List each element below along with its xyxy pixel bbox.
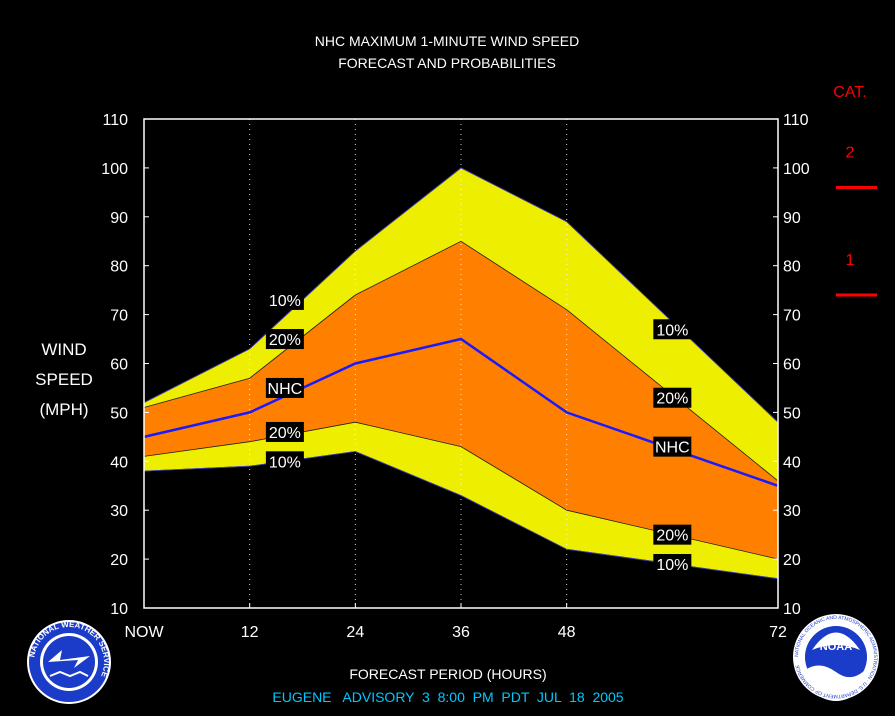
y-tick-label-right: 100 bbox=[783, 161, 810, 178]
advisory-text: EUGENE ADVISORY 3 8:00 PM PDT JUL 18 200… bbox=[272, 689, 623, 705]
y-axis-label-line1: WIND bbox=[41, 340, 86, 359]
series-label-bg bbox=[653, 319, 692, 340]
y-tick-label-left: 110 bbox=[102, 112, 128, 129]
y-tick-label-right: 60 bbox=[783, 357, 801, 374]
y-tick-label-left: 100 bbox=[101, 161, 128, 178]
y-tick-label-left: 60 bbox=[110, 357, 128, 374]
y-tick-label-left: 90 bbox=[110, 210, 128, 227]
y-axis-label-line3: (MPH) bbox=[39, 400, 88, 419]
y-tick-label-right: 30 bbox=[783, 503, 801, 520]
y-tick-label-right: 90 bbox=[783, 210, 801, 227]
x-axis-label: FORECAST PERIOD (HOURS) bbox=[349, 666, 546, 682]
series-label-bg bbox=[265, 421, 304, 442]
series-label-bg bbox=[653, 553, 692, 574]
series-label-bg bbox=[653, 436, 692, 457]
plot-area: 10 10 20 20 30 30 40 40 50 50 60 60 70 70 80 80 90 90 100 1… bbox=[101, 112, 810, 641]
x-tick-label: 72 bbox=[769, 624, 787, 641]
y-tick-label-right: 40 bbox=[783, 454, 801, 471]
chart-title-line2: FORECAST AND PROBABILITIES bbox=[338, 55, 556, 71]
y-tick-label-right: 10 bbox=[783, 601, 801, 618]
band-boundary-line bbox=[143, 421, 779, 560]
y-axis-label-line2: SPEED bbox=[35, 370, 93, 389]
category-label: 2 bbox=[846, 144, 855, 161]
x-tick-label: 12 bbox=[241, 624, 259, 641]
noaa-logo: NOAA NATIONAL OCEANIC AND ATMOSPHERIC AD… bbox=[793, 614, 879, 701]
series-label-bg bbox=[653, 387, 692, 408]
y-tick-label-right: 70 bbox=[783, 308, 801, 325]
y-tick-label-right: 20 bbox=[783, 552, 801, 569]
series-label-bg bbox=[265, 289, 304, 310]
y-tick-label-left: 80 bbox=[110, 259, 128, 276]
y-tick-label-left: 10 bbox=[110, 601, 128, 618]
y-tick-label-left: 20 bbox=[110, 552, 128, 569]
series-label: NHC bbox=[268, 381, 303, 398]
noaa-logo-text: NOAA bbox=[820, 641, 852, 653]
x-tick-label: 24 bbox=[346, 624, 364, 641]
y-tick-label-left: 30 bbox=[110, 503, 128, 520]
series-label-bg bbox=[265, 329, 304, 350]
y-tick-label-left: 50 bbox=[110, 405, 128, 422]
x-tick-label: NOW bbox=[124, 624, 164, 641]
band-boundary-line bbox=[143, 240, 779, 482]
series-label: NHC bbox=[655, 440, 690, 457]
band-20pct bbox=[144, 241, 778, 560]
y-tick-label-right: 50 bbox=[783, 405, 801, 422]
band-outer-edge bbox=[143, 167, 779, 423]
series-label: 10% bbox=[656, 322, 688, 339]
series-label: 20% bbox=[656, 391, 688, 408]
y-tick-label-left: 40 bbox=[110, 454, 128, 471]
series-label-bg bbox=[653, 524, 692, 545]
y-tick-label-left: 70 bbox=[110, 308, 128, 325]
chart-title-line1: NHC MAXIMUM 1-MINUTE WIND SPEED bbox=[315, 33, 579, 49]
category-title: CAT. bbox=[833, 84, 866, 101]
series-label: 20% bbox=[269, 425, 301, 442]
y-tick-label-right: 80 bbox=[783, 259, 801, 276]
nws-logo: NATIONAL WEATHER SERVICE bbox=[27, 620, 111, 704]
series-label-bg bbox=[265, 451, 304, 472]
x-tick-label: 36 bbox=[452, 624, 470, 641]
category-panel: CAT. 2 1 bbox=[833, 84, 877, 297]
nhc-forecast-line bbox=[143, 337, 779, 487]
category-label: 1 bbox=[846, 252, 855, 269]
series-label: 20% bbox=[269, 332, 301, 349]
series-label: 10% bbox=[656, 557, 688, 574]
band-outer-edge bbox=[143, 451, 779, 580]
series-label: 20% bbox=[656, 528, 688, 545]
x-tick-label: 48 bbox=[558, 624, 576, 641]
y-tick-label-right: 110 bbox=[783, 112, 809, 129]
series-label: 10% bbox=[269, 454, 301, 471]
series-label: 10% bbox=[269, 293, 301, 310]
series-label-bg bbox=[265, 377, 304, 398]
